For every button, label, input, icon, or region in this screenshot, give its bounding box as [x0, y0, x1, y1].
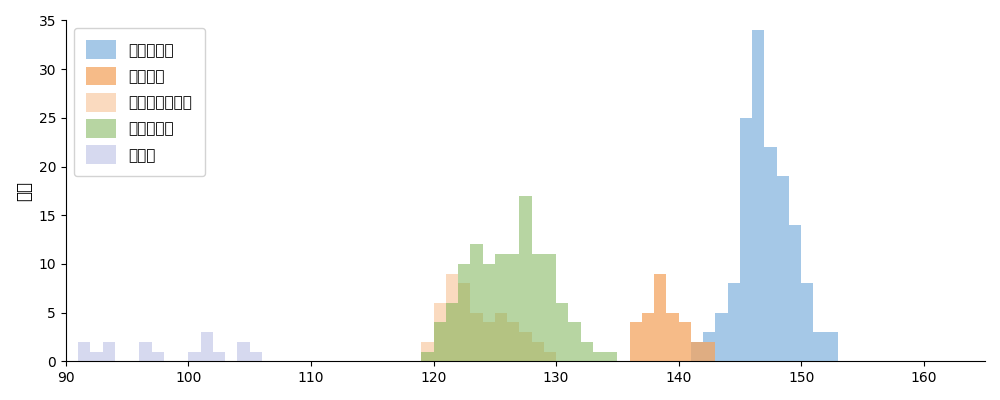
Bar [78, 342, 90, 361]
Bar [519, 332, 532, 361]
Bar [532, 342, 544, 361]
Bar [250, 352, 262, 361]
Bar [446, 274, 458, 361]
Bar [544, 352, 556, 361]
Bar [470, 244, 483, 361]
Bar [495, 254, 507, 361]
Bar [519, 196, 532, 361]
Bar [752, 30, 764, 361]
Bar [507, 322, 519, 361]
Bar [201, 332, 213, 361]
Bar [483, 264, 495, 361]
Bar [703, 332, 715, 361]
Bar [826, 332, 838, 361]
Bar [679, 322, 691, 361]
Bar [691, 342, 703, 361]
Bar [188, 352, 201, 361]
Bar [495, 312, 507, 361]
Bar [556, 303, 568, 361]
Bar [715, 312, 728, 361]
Y-axis label: 球数: 球数 [15, 181, 33, 201]
Bar [421, 342, 434, 361]
Legend: ストレート, フォーク, チェンジアップ, スライダー, カーブ: ストレート, フォーク, チェンジアップ, スライダー, カーブ [74, 28, 205, 176]
Bar [568, 322, 581, 361]
Bar [532, 254, 544, 361]
Bar [642, 312, 654, 361]
Bar [421, 352, 434, 361]
Bar [740, 118, 752, 361]
Bar [152, 352, 164, 361]
Bar [801, 283, 813, 361]
Bar [90, 352, 103, 361]
Bar [446, 303, 458, 361]
Bar [237, 342, 250, 361]
Bar [483, 322, 495, 361]
Bar [728, 283, 740, 361]
Bar [139, 342, 152, 361]
Bar [789, 225, 801, 361]
Bar [666, 312, 679, 361]
Bar [434, 303, 446, 361]
Bar [813, 332, 826, 361]
Bar [103, 342, 115, 361]
Bar [777, 176, 789, 361]
Bar [630, 322, 642, 361]
Bar [458, 283, 470, 361]
Bar [544, 254, 556, 361]
Bar [691, 342, 703, 361]
Bar [581, 342, 593, 361]
Bar [593, 352, 605, 361]
Bar [470, 312, 483, 361]
Bar [458, 264, 470, 361]
Bar [703, 342, 715, 361]
Bar [434, 322, 446, 361]
Bar [654, 274, 666, 361]
Bar [764, 147, 777, 361]
Bar [605, 352, 617, 361]
Bar [507, 254, 519, 361]
Bar [213, 352, 225, 361]
